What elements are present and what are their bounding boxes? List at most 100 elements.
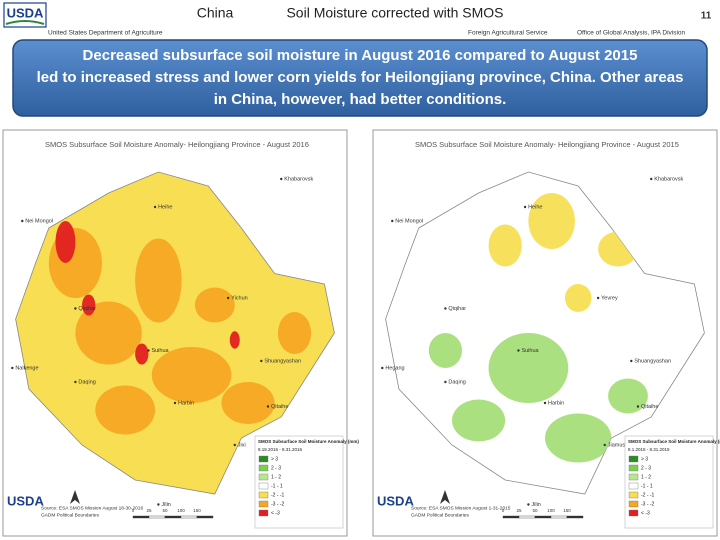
- legend-label: -2 - -1: [271, 492, 285, 498]
- legend-label: -3 - -2: [641, 501, 655, 507]
- place-label: Shuangyashan: [264, 358, 301, 364]
- place-label: Qitaihe: [641, 404, 658, 410]
- place-dot: [11, 366, 14, 370]
- legend-swatch: [258, 464, 269, 472]
- anomaly-patch: [229, 331, 240, 349]
- anomaly-patch: [75, 301, 142, 365]
- place-label: Qiqihar: [448, 306, 466, 312]
- place-label: Daqing: [448, 379, 465, 385]
- scale-label: 25: [146, 508, 152, 513]
- left-title: China: [197, 5, 234, 21]
- anomaly-patch: [55, 221, 76, 263]
- callout: Decreased subsurface soil moisture in Au…: [37, 47, 684, 108]
- legend-swatch: [258, 455, 269, 463]
- place-label: Suihua: [521, 348, 539, 354]
- place-label: Nei Mongol: [25, 218, 53, 224]
- callout-line: Decreased subsurface soil moisture in Au…: [83, 47, 638, 64]
- place-dot: [21, 219, 24, 223]
- scale-label: 50: [532, 508, 538, 513]
- map-logo: USDA: [377, 493, 414, 508]
- logo: USDA: [7, 5, 44, 20]
- place-dot: [444, 307, 447, 310]
- scale-segment: [534, 515, 552, 519]
- place-dot: [280, 177, 283, 181]
- scale-segment: [566, 515, 584, 519]
- place-label: Shuangyashan: [634, 358, 671, 364]
- legend-period: 8.18.2016 - 8.31.2016: [258, 447, 303, 452]
- legend-label: 1 - 2: [641, 474, 651, 480]
- place-label: Nalkenge: [15, 365, 38, 371]
- legend-swatch: [628, 482, 639, 490]
- source-text: GADM Political Boundaries: [411, 512, 469, 518]
- legend-label: -2 - -1: [641, 492, 655, 498]
- place-label: Khabarovsk: [284, 176, 313, 182]
- anomaly-patch: [151, 347, 232, 403]
- callout-box: [12, 39, 708, 117]
- legend-swatch: [628, 509, 639, 517]
- map-title: SMOS Subsurface Soil Moisture Anomaly- H…: [415, 140, 679, 149]
- legend-label: -1 - 1: [641, 483, 653, 489]
- anomaly-patch: [564, 284, 592, 312]
- legend-title: SMOS Subsurface Soil Moisture Anomaly (m…: [628, 439, 720, 444]
- place-label: Qitaihe: [271, 404, 288, 410]
- scale-label: 25: [516, 508, 522, 513]
- place-dot: [630, 359, 633, 363]
- anomaly-patch: [221, 382, 275, 424]
- scale-segment: [180, 515, 198, 519]
- legend-swatch: [628, 455, 639, 463]
- place-dot: [233, 443, 236, 447]
- scale-segment: [164, 515, 182, 519]
- map-panel: SMOS Subsurface Soil Moisture Anomaly- H…: [372, 129, 720, 537]
- place-dot: [74, 307, 77, 310]
- place-label: Jiamusi: [608, 442, 627, 448]
- north-arrow: [440, 490, 450, 504]
- scale-segment: [518, 515, 536, 519]
- place-dot: [391, 219, 394, 223]
- scale-segment: [196, 515, 214, 519]
- legend-label: < -3: [271, 510, 280, 516]
- anomaly-patches: [428, 193, 648, 463]
- scale-segment: [550, 515, 568, 519]
- place-dot: [444, 380, 447, 384]
- place-label: Yichun: [231, 295, 248, 301]
- place-label: Harbin: [178, 400, 194, 406]
- place-label: Qiqihar: [78, 306, 96, 312]
- place-label: Yevrey: [601, 295, 618, 301]
- scale-label: 0: [132, 508, 135, 513]
- place-dot: [523, 205, 527, 209]
- legend-label: > 3: [641, 456, 648, 462]
- scale-label: 100: [547, 508, 555, 513]
- map-title: SMOS Subsurface Soil Moisture Anomaly- H…: [45, 140, 309, 149]
- legend-swatch: [258, 509, 269, 517]
- legend-box: [624, 435, 714, 529]
- anomaly-patch: [194, 287, 235, 323]
- place-dot: [226, 296, 230, 300]
- anomaly-patch: [135, 238, 182, 323]
- anomaly-patches: [48, 221, 312, 435]
- legend-label: -3 - -2: [271, 501, 285, 507]
- place-dot: [266, 405, 270, 408]
- anomaly-patch: [82, 294, 96, 316]
- legend-label: < -3: [641, 510, 650, 516]
- maps: SMOS Subsurface Soil Moisture Anomaly- H…: [2, 129, 720, 537]
- map-panel: SMOS Subsurface Soil Moisture Anomaly- H…: [2, 129, 359, 537]
- legend-swatch: [628, 473, 639, 481]
- source-text: Source: ESA SMOS Mission August 1-31-201…: [411, 505, 511, 511]
- anomaly-patch: [428, 333, 462, 368]
- scale-label: 0: [502, 508, 505, 513]
- place-dot: [596, 296, 600, 300]
- legend-swatch: [258, 491, 269, 499]
- place-label: Heihe: [528, 204, 542, 210]
- scale-label: 50: [162, 508, 168, 513]
- legend-period: 8.1.2015 - 8.31.2015: [628, 447, 670, 452]
- legend-box: [254, 435, 344, 529]
- logo-swoosh: [5, 20, 45, 25]
- anomaly-patch: [528, 193, 575, 249]
- place-label: Jixi: [238, 442, 246, 448]
- place-label: Heihe: [158, 204, 172, 210]
- map-logo: USDA: [7, 493, 44, 508]
- legend-swatch: [258, 473, 269, 481]
- scale-segment: [132, 515, 150, 519]
- callout-line: in China, however, had better conditions…: [214, 91, 507, 108]
